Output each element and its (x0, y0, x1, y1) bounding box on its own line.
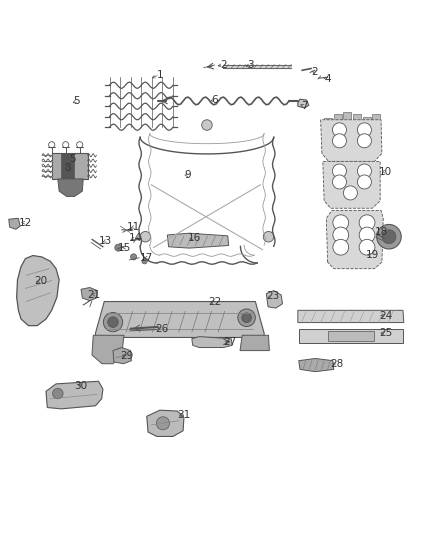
Text: 19: 19 (366, 250, 379, 260)
Polygon shape (92, 335, 124, 364)
Text: 18: 18 (374, 228, 388, 237)
Text: 29: 29 (120, 351, 134, 361)
Polygon shape (266, 290, 283, 308)
Text: 28: 28 (331, 359, 344, 369)
Text: 22: 22 (208, 297, 221, 308)
Text: 3: 3 (247, 60, 254, 70)
Polygon shape (58, 179, 83, 197)
Text: 30: 30 (74, 381, 88, 391)
Text: 24: 24 (379, 311, 392, 320)
Polygon shape (343, 112, 351, 120)
Text: 25: 25 (379, 328, 392, 338)
Text: 10: 10 (379, 167, 392, 177)
Polygon shape (147, 410, 184, 437)
Circle shape (332, 164, 346, 178)
Circle shape (140, 231, 151, 242)
Text: 2: 2 (220, 60, 227, 70)
Polygon shape (9, 219, 20, 229)
Text: 20: 20 (35, 276, 48, 286)
Circle shape (333, 215, 349, 231)
Text: 15: 15 (118, 243, 131, 253)
Circle shape (103, 312, 123, 332)
Text: 23: 23 (266, 291, 279, 301)
Circle shape (131, 254, 137, 260)
Circle shape (238, 309, 255, 327)
Circle shape (357, 123, 371, 137)
Text: 31: 31 (177, 409, 191, 419)
Polygon shape (240, 335, 269, 351)
Polygon shape (17, 255, 59, 326)
Text: 2: 2 (311, 67, 318, 77)
Polygon shape (299, 329, 403, 343)
Text: 17: 17 (140, 253, 153, 263)
Circle shape (142, 259, 147, 264)
Polygon shape (323, 161, 380, 208)
Text: 8: 8 (64, 163, 71, 173)
Polygon shape (113, 348, 131, 364)
Circle shape (377, 224, 401, 249)
Circle shape (357, 175, 371, 189)
Text: 14: 14 (129, 233, 142, 244)
Text: 5: 5 (69, 154, 76, 164)
Polygon shape (81, 287, 97, 301)
Circle shape (263, 231, 274, 242)
Polygon shape (321, 120, 382, 161)
Polygon shape (61, 154, 74, 179)
Polygon shape (167, 233, 229, 248)
Circle shape (53, 388, 63, 399)
Circle shape (359, 227, 375, 243)
Circle shape (115, 244, 122, 251)
Text: 7: 7 (301, 101, 308, 111)
Polygon shape (363, 117, 371, 120)
Circle shape (333, 227, 349, 243)
Circle shape (108, 317, 118, 327)
Circle shape (357, 164, 371, 178)
Circle shape (242, 313, 251, 322)
Text: 26: 26 (155, 324, 169, 334)
Circle shape (201, 120, 212, 130)
Polygon shape (334, 114, 342, 120)
Circle shape (382, 230, 396, 244)
Circle shape (332, 175, 346, 189)
Polygon shape (298, 99, 309, 108)
Circle shape (359, 239, 375, 255)
Circle shape (343, 186, 357, 200)
Polygon shape (353, 114, 361, 120)
Text: 12: 12 (19, 217, 32, 228)
Text: 11: 11 (127, 222, 140, 232)
Polygon shape (326, 211, 383, 269)
Circle shape (332, 123, 346, 137)
Circle shape (156, 417, 170, 430)
Text: 1: 1 (156, 70, 163, 79)
Text: 5: 5 (73, 96, 80, 106)
Text: 6: 6 (211, 95, 218, 105)
Polygon shape (95, 302, 264, 337)
Circle shape (333, 239, 349, 255)
Circle shape (357, 134, 371, 148)
Polygon shape (299, 359, 334, 372)
Circle shape (332, 134, 346, 148)
Polygon shape (192, 336, 232, 348)
Text: 4: 4 (324, 74, 331, 84)
Polygon shape (46, 381, 103, 409)
Polygon shape (52, 154, 88, 179)
Polygon shape (328, 331, 374, 341)
Text: 16: 16 (188, 232, 201, 243)
Text: 27: 27 (223, 337, 237, 347)
Polygon shape (372, 114, 380, 120)
Circle shape (359, 215, 375, 231)
Polygon shape (324, 118, 332, 120)
Text: 9: 9 (184, 171, 191, 180)
Text: 13: 13 (99, 236, 112, 246)
Text: 21: 21 (88, 289, 101, 300)
Polygon shape (298, 310, 404, 322)
